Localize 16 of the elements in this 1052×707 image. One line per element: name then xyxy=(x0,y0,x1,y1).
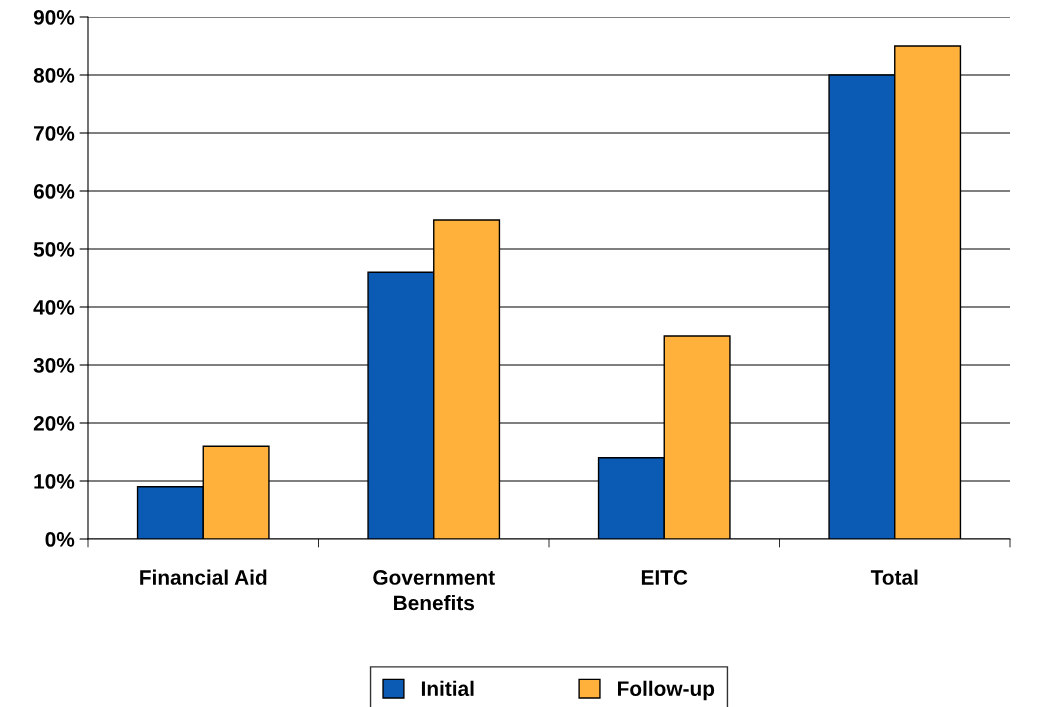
y-tick-label: 20% xyxy=(33,416,75,431)
legend-label: Follow-up xyxy=(618,680,715,701)
y-tick-label: 40% xyxy=(33,300,75,315)
legend-label: Initial xyxy=(421,680,474,697)
y-tick-label: 60% xyxy=(33,184,75,199)
y-tick-label: 80% xyxy=(33,68,75,83)
y-tick-label: 90% xyxy=(33,10,75,25)
y-tick-label: 50% xyxy=(33,242,75,257)
x-tick-label: Total xyxy=(870,569,918,585)
y-tick-label: 30% xyxy=(33,358,75,373)
x-tick-label: EITC xyxy=(641,570,688,585)
x-tick-label: Financial Aid xyxy=(140,569,267,585)
x-tick-label: Government Benefits xyxy=(373,570,495,611)
y-tick-label: 10% xyxy=(34,474,75,489)
y-tick-label: 70% xyxy=(34,126,75,141)
y-tick-label: 0% xyxy=(45,532,75,547)
